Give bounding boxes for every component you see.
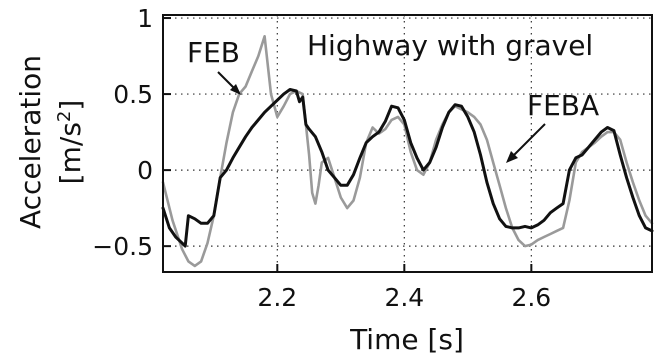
y-axis-title: Acceleration (14, 55, 47, 229)
y-axis-unit: [m/s2] (54, 100, 88, 185)
feba-annotation: FEBA (527, 89, 599, 122)
plot-frame (162, 14, 653, 273)
y-tick-label: 0 (137, 156, 153, 185)
feb-annotation: FEB (187, 36, 240, 69)
feb-arrow (217, 71, 241, 95)
y-axis-unit-close: ] (54, 100, 87, 111)
x-tick-label: 2.6 (511, 283, 551, 312)
x-tick-label: 2.4 (384, 283, 424, 312)
y-axis-unit-sup: 2 (54, 111, 75, 122)
series-layer (161, 34, 654, 268)
x-tick-label: 2.2 (257, 283, 297, 312)
y-axis-unit-base: [m/s (54, 122, 87, 184)
y-tick-label: −0.5 (92, 232, 153, 261)
series-line-feb (161, 34, 654, 268)
tick-layer: −0.5 0 0.5 1 2.2 2.4 2.6 (92, 4, 551, 312)
condition-annotation: Highway with gravel (307, 29, 593, 62)
y-tick-label: 1 (137, 4, 153, 33)
series-line-feba (161, 88, 654, 248)
grid-layer (163, 15, 652, 272)
feba-arrow (506, 123, 546, 163)
x-axis-title: Time [s] (349, 323, 464, 356)
y-tick-label: 0.5 (113, 80, 153, 109)
